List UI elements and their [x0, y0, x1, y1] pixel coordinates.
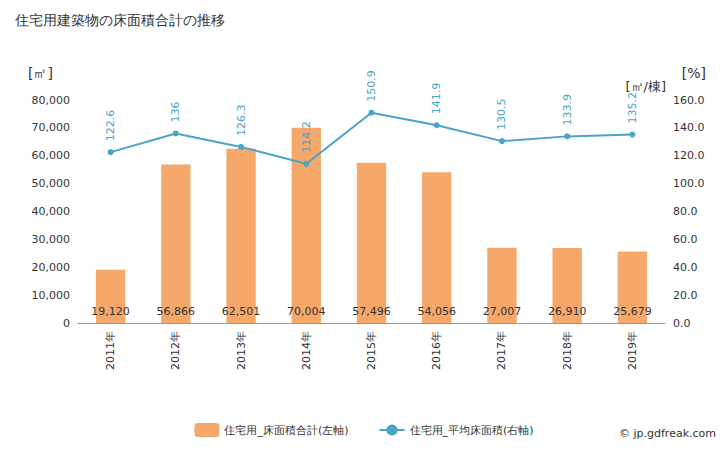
svg-text:10,000: 10,000 [32, 289, 71, 302]
svg-text:70,004: 70,004 [287, 305, 326, 318]
svg-text:26,910: 26,910 [548, 305, 587, 318]
svg-text:30,000: 30,000 [32, 233, 71, 246]
svg-text:60,000: 60,000 [32, 149, 71, 162]
svg-text:135.2: 135.2 [626, 92, 639, 124]
svg-text:40.0: 40.0 [673, 261, 698, 274]
svg-text:57,496: 57,496 [352, 305, 391, 318]
svg-text:2016年: 2016年 [430, 331, 443, 370]
svg-text:136: 136 [169, 101, 182, 122]
svg-text:130.5: 130.5 [495, 99, 508, 131]
svg-text:60.0: 60.0 [673, 233, 698, 246]
svg-text:0: 0 [63, 317, 70, 330]
svg-text:80,000: 80,000 [32, 94, 71, 107]
svg-text:56,866: 56,866 [157, 305, 196, 318]
svg-text:2019年: 2019年 [626, 331, 639, 370]
svg-text:2018年: 2018年 [561, 331, 574, 370]
svg-text:19,120: 19,120 [91, 305, 130, 318]
svg-text:100.0: 100.0 [673, 177, 705, 190]
svg-text:133.9: 133.9 [561, 94, 574, 126]
svg-text:2011年: 2011年 [104, 331, 117, 370]
svg-text:20,000: 20,000 [32, 261, 71, 274]
svg-text:50,000: 50,000 [32, 177, 71, 190]
svg-text:[%]: [%] [682, 65, 706, 81]
svg-text:141.9: 141.9 [430, 83, 443, 115]
svg-text:2012年: 2012年 [169, 331, 182, 370]
svg-text:140.0: 140.0 [673, 121, 705, 134]
svg-text:0.0: 0.0 [673, 317, 691, 330]
svg-text:40,000: 40,000 [32, 205, 71, 218]
svg-text:2013年: 2013年 [235, 331, 248, 370]
svg-text:54,056: 54,056 [417, 305, 456, 318]
svg-text:2017年: 2017年 [495, 331, 508, 370]
svg-text:114.2: 114.2 [300, 121, 313, 153]
svg-text:70,000: 70,000 [32, 121, 71, 134]
svg-text:20.0: 20.0 [673, 289, 698, 302]
svg-text:62,501: 62,501 [222, 305, 261, 318]
svg-text:126.3: 126.3 [235, 104, 248, 136]
svg-text:[㎡/棟]: [㎡/棟] [625, 79, 666, 94]
svg-text:2014年: 2014年 [300, 331, 313, 370]
svg-text:122.6: 122.6 [104, 110, 117, 142]
svg-text:2015年: 2015年 [365, 331, 378, 370]
svg-text:住宅用_床面積合計(左軸): 住宅用_床面積合計(左軸) [224, 424, 348, 437]
svg-text:[㎡]: [㎡] [28, 65, 53, 81]
svg-text:160.0: 160.0 [673, 94, 705, 107]
svg-text:80.0: 80.0 [673, 205, 698, 218]
svg-text:27,007: 27,007 [483, 305, 522, 318]
svg-text:© jp.gdfreak.com: © jp.gdfreak.com [619, 427, 716, 440]
svg-text:120.0: 120.0 [673, 149, 705, 162]
svg-text:150.9: 150.9 [365, 70, 378, 102]
svg-text:住宅用建築物の床面積合計の推移: 住宅用建築物の床面積合計の推移 [14, 12, 225, 28]
svg-text:住宅用_平均床面積(右軸): 住宅用_平均床面積(右軸) [410, 424, 534, 437]
svg-text:25,679: 25,679 [613, 305, 652, 318]
